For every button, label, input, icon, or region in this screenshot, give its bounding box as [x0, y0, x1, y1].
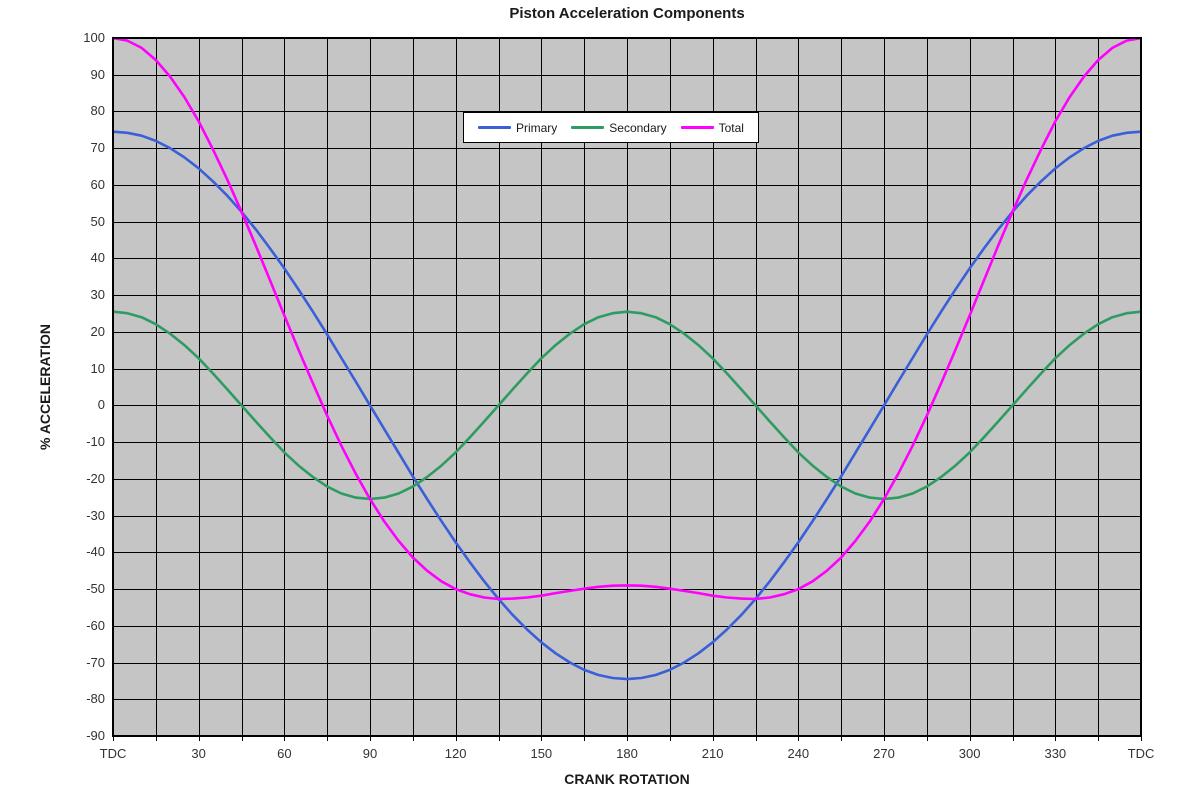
y-tick-label: -40 [86, 544, 105, 560]
x-tick-label: 60 [277, 746, 292, 761]
y-tick-label: -70 [86, 654, 105, 670]
y-tick-label: -80 [86, 691, 105, 707]
legend-item-total: Total [680, 120, 744, 135]
x-tick-label: 150 [530, 746, 553, 761]
legend-swatch-secondary [571, 126, 605, 129]
y-tick-label: 70 [90, 140, 105, 156]
y-tick-label: -90 [86, 728, 105, 743]
legend-item-primary: Primary [477, 120, 558, 135]
x-tick-label: 120 [444, 746, 467, 761]
legend-label: Secondary [609, 120, 667, 135]
y-tick-label: 50 [90, 213, 105, 229]
legend-label: Primary [515, 120, 558, 135]
chart-title: Piston Acceleration Components [509, 5, 745, 22]
x-tick-label: 240 [787, 746, 810, 761]
y-tick-label: 80 [90, 103, 105, 119]
x-tick-label: 180 [616, 746, 638, 761]
x-tick-label: 300 [958, 746, 981, 761]
legend-label: Total [718, 120, 744, 135]
y-tick-label: 90 [90, 66, 105, 82]
x-tick-label: 330 [1044, 746, 1067, 761]
y-axis-title: % ACCELERATION [37, 324, 53, 450]
y-tick-label: 100 [83, 30, 105, 45]
x-tick-label: 90 [362, 746, 378, 761]
y-tick-label: 10 [90, 360, 105, 376]
series-secondary-line [113, 310, 1141, 501]
legend-swatch-primary [477, 126, 511, 129]
y-tick-label: -10 [86, 434, 105, 450]
y-tick-label: 20 [90, 323, 105, 339]
y-tick-label: 60 [90, 176, 105, 192]
x-tick-label: 270 [873, 746, 895, 761]
x-tick-label: 30 [191, 746, 206, 761]
y-tick-label: 30 [90, 287, 105, 303]
y-tick-label: 0 [97, 397, 105, 413]
legend-item-secondary: Secondary [571, 120, 667, 135]
y-tick-label: -20 [86, 470, 105, 486]
x-tick-label: 210 [701, 746, 724, 761]
x-axis-title: CRANK ROTATION [564, 771, 690, 787]
y-tick-label: 40 [90, 250, 105, 266]
series-total-line [113, 36, 1141, 601]
y-tick-label: -30 [86, 507, 105, 523]
legend: Primary Secondary Total [463, 112, 759, 143]
series-primary-line [113, 130, 1141, 681]
y-tick-label: -50 [86, 581, 105, 597]
x-tick-label: TDC [1127, 746, 1155, 761]
x-tick-label: TDC [99, 746, 127, 761]
y-tick-label: -60 [86, 617, 105, 633]
legend-swatch-total [680, 126, 714, 129]
